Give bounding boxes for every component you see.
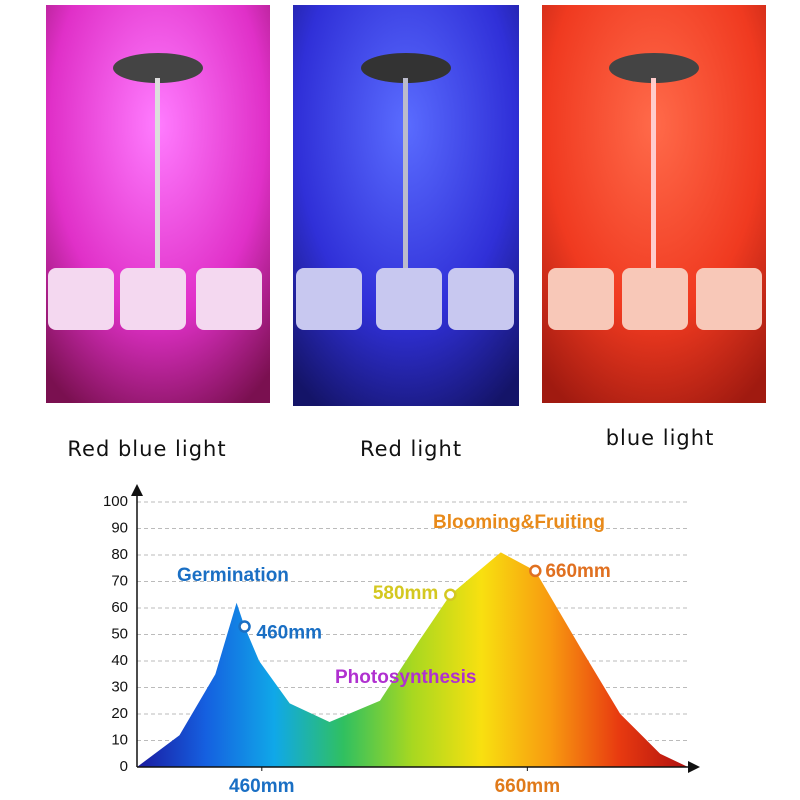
photo [46,5,270,403]
marker-label: 580mm [373,583,439,604]
chart: 0 10 20 30 40 50 60 70 80 90 100 460mm 660mm Germinat… [103,484,700,797]
caption: blue light [606,426,715,450]
y-tick-label: 50 [111,625,128,642]
caption: Red light [360,437,462,461]
marker-label: 460mm [257,623,323,644]
y-tick-label: 0 [120,758,128,775]
x-tick-label: 660mm [495,776,561,797]
y-tick-label: 80 [111,546,128,563]
marker-dot [238,620,251,633]
y-tick-label: 70 [111,572,128,589]
y-tick-label: 100 [103,493,128,510]
y-tick-label: 40 [111,652,128,669]
y-tick-label: 60 [111,599,128,616]
marker-dot [529,564,542,578]
y-tick-label: 30 [111,678,128,695]
annotation: Germination [177,565,289,586]
caption: Red blue light [67,437,226,461]
y-tick-label: 90 [111,519,128,536]
y-tick-label: 20 [111,705,128,722]
photo [293,5,519,406]
marker-label: 660mm [545,561,611,582]
annotation: Photosynthesis [335,667,476,688]
y-tick-label: 10 [111,731,128,748]
x-tick-label: 460mm [229,776,295,797]
marker-dot [444,588,457,601]
annotation: Blooming&Fruiting [433,512,605,533]
spectrum-area [137,552,688,767]
photo [542,5,766,403]
